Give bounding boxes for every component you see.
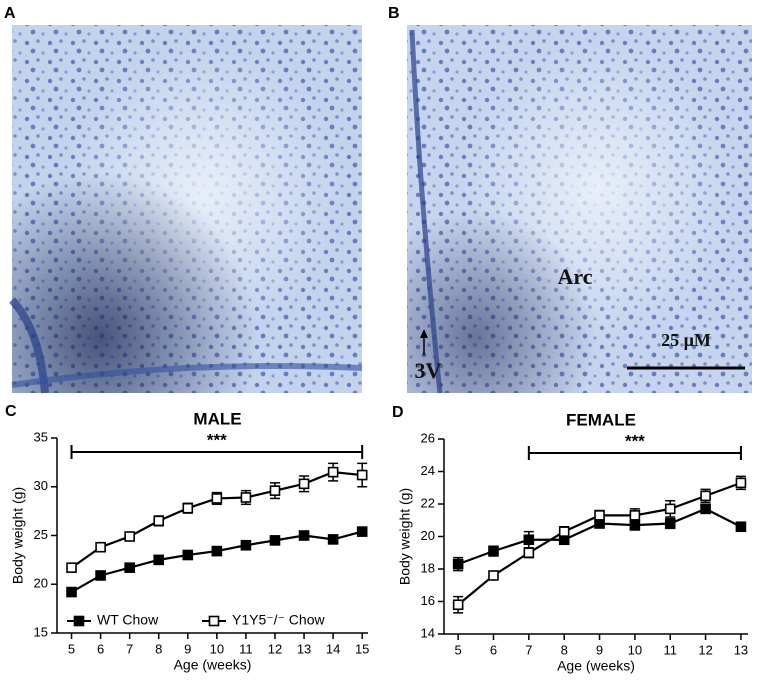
data-point <box>356 469 368 481</box>
x-tick-label: 5 <box>455 642 462 657</box>
data-point <box>558 526 570 537</box>
data-point <box>269 535 281 546</box>
data-point <box>452 558 464 570</box>
data-point <box>182 549 194 561</box>
data-point <box>594 510 605 521</box>
y-tick-label: 16 <box>421 593 435 608</box>
data-point <box>298 530 310 541</box>
data-point <box>700 503 711 515</box>
data-point <box>211 493 223 504</box>
x-tick-label: 15 <box>355 641 369 656</box>
data-point <box>700 490 711 502</box>
legend-label: WT Chow <box>97 612 159 628</box>
series-line <box>457 481 742 606</box>
x-tick-label: 14 <box>326 641 340 656</box>
y-tick-label: 25 <box>34 527 48 542</box>
micrograph-b <box>407 25 752 394</box>
significance-label: *** <box>625 431 645 450</box>
x-tick-label: 7 <box>525 642 532 657</box>
chart-title: FEMALE <box>566 410 636 429</box>
data-point <box>66 586 77 598</box>
y-axis-label: Body weight (g) <box>397 488 413 585</box>
annotation: 3V <box>415 358 442 383</box>
legend-marker <box>208 615 220 627</box>
data-point <box>240 492 252 503</box>
data-point <box>452 599 464 611</box>
annotation: 25 µM <box>661 330 711 350</box>
x-tick-label: 8 <box>155 641 162 656</box>
x-tick-label: 8 <box>561 642 568 657</box>
y-tick-label: 22 <box>421 495 435 510</box>
data-point <box>124 562 135 573</box>
data-point <box>488 570 499 581</box>
data-point <box>327 466 339 478</box>
data-point <box>735 477 747 489</box>
chart-title: MALE <box>193 409 241 428</box>
data-point <box>240 539 252 551</box>
data-point <box>211 545 223 557</box>
y-tick-label: 18 <box>421 560 435 575</box>
panel-label: D <box>392 404 404 421</box>
y-tick-label: 14 <box>421 625 435 640</box>
y-tick-label: 24 <box>421 463 435 478</box>
panel-label: A <box>4 5 16 22</box>
x-tick-label: 9 <box>596 642 603 657</box>
annotation: Arc <box>557 264 592 289</box>
panel-label: B <box>388 5 400 22</box>
data-point <box>182 502 194 514</box>
x-tick-label: 13 <box>734 642 748 657</box>
data-point <box>66 562 77 573</box>
data-point <box>153 515 165 527</box>
x-tick-label: 11 <box>663 642 677 657</box>
x-tick-label: 6 <box>97 641 104 656</box>
data-point <box>488 545 499 557</box>
data-point <box>269 485 281 496</box>
data-point <box>523 547 535 559</box>
data-point <box>95 541 106 553</box>
x-tick-label: 11 <box>239 641 253 656</box>
data-point <box>629 510 641 521</box>
data-point <box>735 521 747 533</box>
legend-marker <box>73 615 85 627</box>
data-point <box>124 531 135 542</box>
y-tick-label: 26 <box>421 430 435 445</box>
x-tick-label: 9 <box>184 641 191 656</box>
y-tick-label: 15 <box>34 624 48 639</box>
x-tick-label: 5 <box>68 641 75 656</box>
legend-label: Y1Y5⁻/⁻ Chow <box>232 612 325 628</box>
x-tick-label: 12 <box>268 641 282 656</box>
data-point <box>327 534 339 545</box>
y-tick-label: 30 <box>34 478 48 493</box>
x-tick-label: 7 <box>126 641 133 656</box>
y-tick-label: 35 <box>34 429 48 444</box>
y-tick-label: 20 <box>34 576 48 591</box>
arrow-head <box>420 329 428 338</box>
data-point <box>664 518 676 529</box>
data-point <box>664 503 676 515</box>
significance-label: *** <box>207 430 227 449</box>
y-axis-label: Body weight (g) <box>10 487 26 584</box>
data-point <box>153 554 165 566</box>
x-tick-label: 6 <box>490 642 497 657</box>
data-point <box>356 526 368 537</box>
x-axis-label: Age (weeks) <box>174 657 252 673</box>
data-point <box>95 570 106 581</box>
x-tick-label: 10 <box>628 642 642 657</box>
x-tick-label: 13 <box>297 641 311 656</box>
x-tick-label: 10 <box>210 641 224 656</box>
data-point <box>523 534 535 546</box>
micrograph-a <box>9 25 363 394</box>
data-point <box>298 478 310 490</box>
panel-label: C <box>5 403 17 420</box>
y-tick-label: 20 <box>421 528 435 543</box>
x-tick-label: 12 <box>698 642 712 657</box>
x-axis-label: Age (weeks) <box>557 658 635 674</box>
